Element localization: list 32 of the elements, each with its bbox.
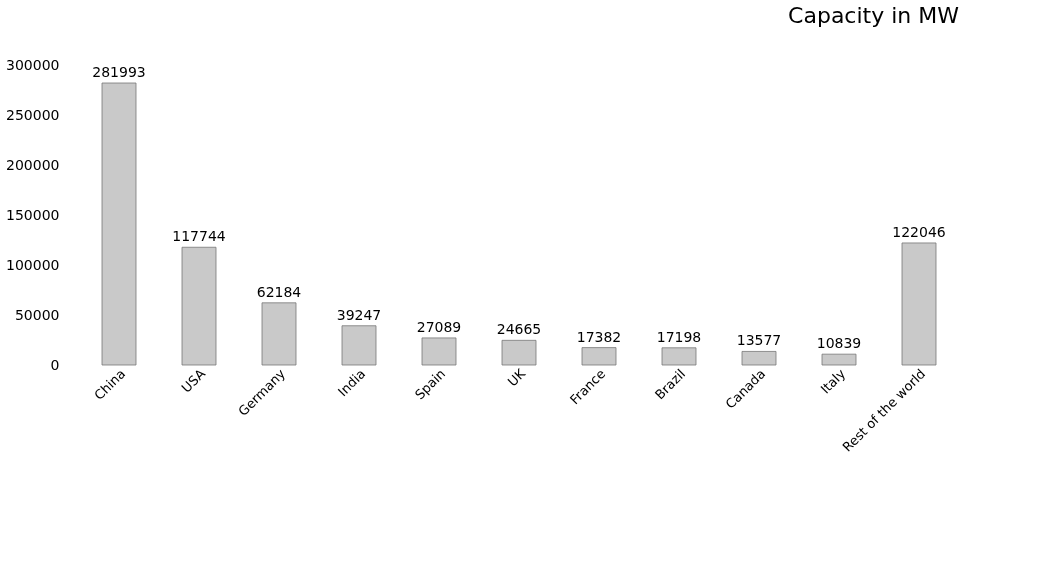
y-tick-label: 200000 [6, 156, 60, 173]
data-label: 117744 [172, 228, 226, 245]
chart-title: Capacity in MW [788, 3, 960, 28]
bar [341, 325, 377, 366]
bar [741, 351, 777, 366]
y-tick-label: 100000 [6, 256, 60, 273]
y-tick-label: 250000 [6, 106, 60, 123]
bar [261, 302, 297, 366]
y-tick-label: 0 [50, 356, 60, 373]
data-label: 281993 [92, 64, 146, 81]
data-label: 13577 [736, 332, 782, 349]
data-label: 39247 [336, 306, 382, 323]
bar [181, 246, 217, 366]
data-label: 24665 [496, 321, 542, 338]
data-label: 10839 [816, 335, 862, 352]
x-tick-label: UK [504, 365, 529, 390]
data-label: 122046 [892, 223, 946, 240]
data-label: 17382 [576, 328, 622, 345]
x-tick-label: USA [178, 366, 209, 396]
bar [661, 347, 697, 366]
data-label: 62184 [256, 283, 302, 300]
bar [501, 339, 537, 366]
y-tick-label: 150000 [6, 206, 60, 223]
bar [101, 82, 137, 366]
y-tick-label: 50000 [14, 306, 60, 323]
bar [421, 337, 457, 366]
bar [821, 353, 857, 366]
bar [901, 242, 937, 366]
bar [581, 347, 617, 366]
data-label: 17198 [656, 328, 702, 345]
y-tick-label: 300000 [6, 56, 60, 73]
data-label: 27089 [416, 318, 462, 335]
